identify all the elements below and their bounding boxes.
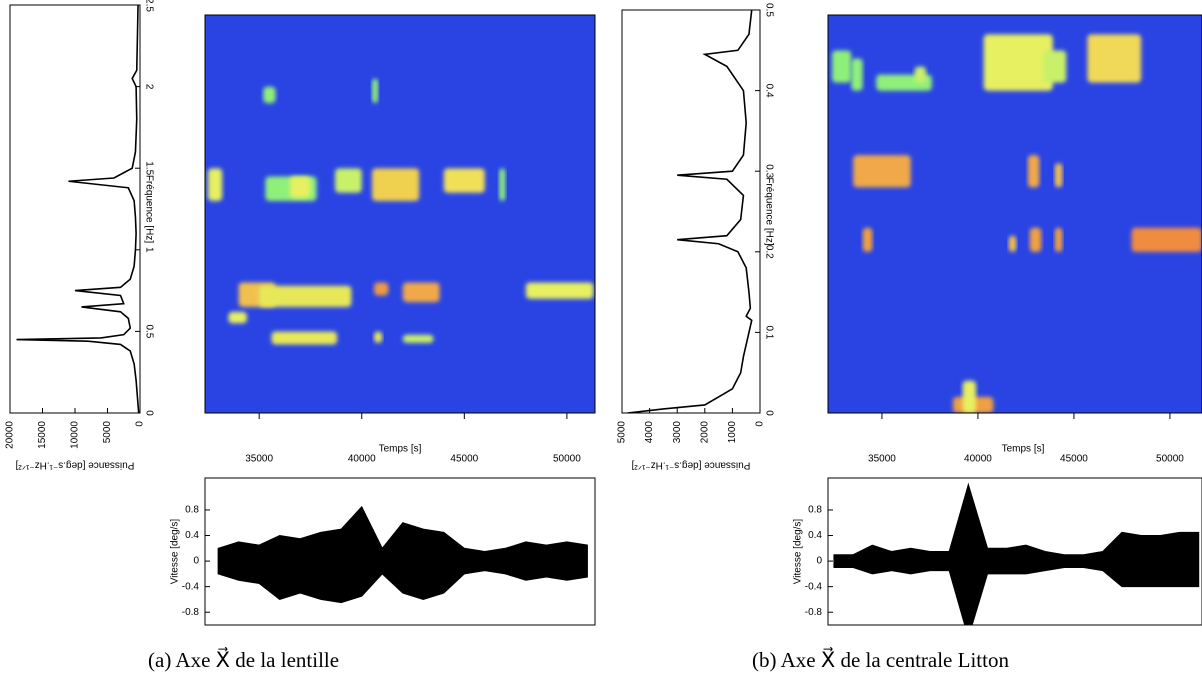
x-tick-label: 50000 <box>1156 454 1184 465</box>
x-tick-label: 4000 <box>644 421 655 444</box>
plot-frame <box>827 14 1202 414</box>
plot-area <box>833 482 1200 625</box>
x-axis-label: Puissance [deg.s⁻¹.Hz⁻¹ᐟ²] <box>631 459 750 470</box>
spectral-patch <box>525 282 594 299</box>
spectral-patch <box>271 331 338 345</box>
x-tick-label: 45000 <box>1060 454 1088 465</box>
x-tick-label: 0 <box>755 421 766 427</box>
spectral-patch <box>289 176 311 198</box>
y-tick-label: 2.5 <box>143 0 154 12</box>
spectral-patch <box>335 168 362 193</box>
y-tick-label: 0.4 <box>185 530 199 541</box>
spectral-patch <box>263 86 276 104</box>
y-tick-label: 0 <box>816 556 822 567</box>
y-tick-label: 0 <box>193 556 199 567</box>
y-tick-label: 1 <box>143 247 154 253</box>
y-tick-label: 0.8 <box>185 505 199 516</box>
velocity-envelope <box>217 505 588 604</box>
x-tick-label: 35000 <box>868 454 896 465</box>
y-axis-label: Fréquence [Hz] <box>143 175 154 244</box>
spectral-patch <box>983 34 1053 91</box>
x-tick-label: 2000 <box>699 421 710 444</box>
y-tick-label: 0.4 <box>763 84 774 98</box>
y-tick-label: -0.4 <box>182 581 200 592</box>
spectral-patch <box>853 155 911 188</box>
plot-frame <box>621 9 761 414</box>
x-tick-label: 40000 <box>348 454 376 465</box>
plot-frame <box>827 477 1202 626</box>
x-axis-label: Puissance [deg.s⁻¹.Hz⁻¹ᐟ²] <box>15 459 134 470</box>
x-tick-label: 10000 <box>70 421 81 449</box>
y-tick-label: 0 <box>763 410 774 416</box>
spectrogram-background <box>205 15 595 413</box>
plot-frame <box>204 14 596 414</box>
y-tick-label: 2 <box>143 84 154 90</box>
spectral-patch <box>1043 50 1067 83</box>
plot-area <box>205 15 595 413</box>
spectral-patch <box>499 168 506 201</box>
spectral-patch <box>259 285 352 307</box>
spectral-patch <box>228 311 247 324</box>
spectral-patch <box>851 58 863 91</box>
caption: (a) Axe X⃗ de la lentille <box>148 647 339 672</box>
y-tick-label: 0.4 <box>808 530 822 541</box>
plot-frame <box>204 477 596 626</box>
spectral-patch <box>1131 227 1202 252</box>
spectral-patch <box>862 227 873 252</box>
x-axis-label: Temps [s] <box>379 444 422 455</box>
spectral-patch <box>374 282 389 296</box>
y-axis-label: Vitesse [deg/s] <box>170 519 181 585</box>
y-tick-label: 0.5 <box>763 3 774 17</box>
x-tick-label: 50000 <box>553 454 581 465</box>
plot-area <box>828 15 1202 413</box>
y-tick-label: -0.8 <box>805 607 823 618</box>
plot-area <box>217 505 588 604</box>
spectral-patch <box>371 78 379 104</box>
x-tick-label: 35000 <box>245 454 273 465</box>
x-tick-label: 5000 <box>617 421 628 444</box>
y-tick-label: -0.4 <box>805 581 823 592</box>
spectral-patch <box>1087 34 1142 83</box>
spectral-patch <box>832 50 852 83</box>
x-tick-label: 20000 <box>5 421 16 449</box>
y-tick-label: -0.8 <box>182 607 200 618</box>
spectral-patch <box>443 168 485 193</box>
spectral-patch <box>207 168 223 201</box>
spectral-patch <box>914 66 927 83</box>
y-tick-label: 0.3 <box>763 164 774 178</box>
x-tick-label: 3000 <box>672 421 683 444</box>
x-tick-label: 40000 <box>964 454 992 465</box>
spectral-patch <box>1008 235 1017 252</box>
spectral-patch <box>402 334 434 343</box>
velocity-envelope <box>833 482 1200 625</box>
x-tick-label: 0 <box>135 421 146 427</box>
y-tick-label: 0.8 <box>808 505 822 516</box>
spectral-patch <box>1027 155 1040 188</box>
caption: (b) Axe X⃗ de la centrale Litton <box>752 647 1009 672</box>
x-tick-label: 5000 <box>102 421 113 444</box>
spectral-patch <box>1054 163 1063 188</box>
y-tick-label: 0.1 <box>763 325 774 339</box>
spectral-patch <box>371 168 420 201</box>
y-tick-label: 0.2 <box>763 245 774 259</box>
y-axis-label: Fréquence [Hz] <box>763 177 774 246</box>
y-axis-label: Vitesse [deg/s] <box>793 519 804 585</box>
x-tick-label: 1000 <box>727 421 738 444</box>
spectral-patch <box>962 380 977 413</box>
x-tick-label: 15000 <box>37 421 48 449</box>
y-tick-label: 0 <box>143 410 154 416</box>
plot-area <box>627 10 753 413</box>
spectral-patch <box>374 331 383 343</box>
spectral-patch <box>1054 227 1063 252</box>
x-tick-label: 45000 <box>450 454 478 465</box>
y-tick-label: 0.5 <box>143 324 154 338</box>
spectrum-line <box>16 5 140 413</box>
y-tick-label: 1.5 <box>143 161 154 175</box>
x-axis-label: Temps [s] <box>1002 444 1045 455</box>
spectral-patch <box>1029 227 1042 252</box>
plot-area <box>16 5 140 413</box>
spectrum-line <box>627 10 753 413</box>
spectral-patch <box>402 282 440 303</box>
